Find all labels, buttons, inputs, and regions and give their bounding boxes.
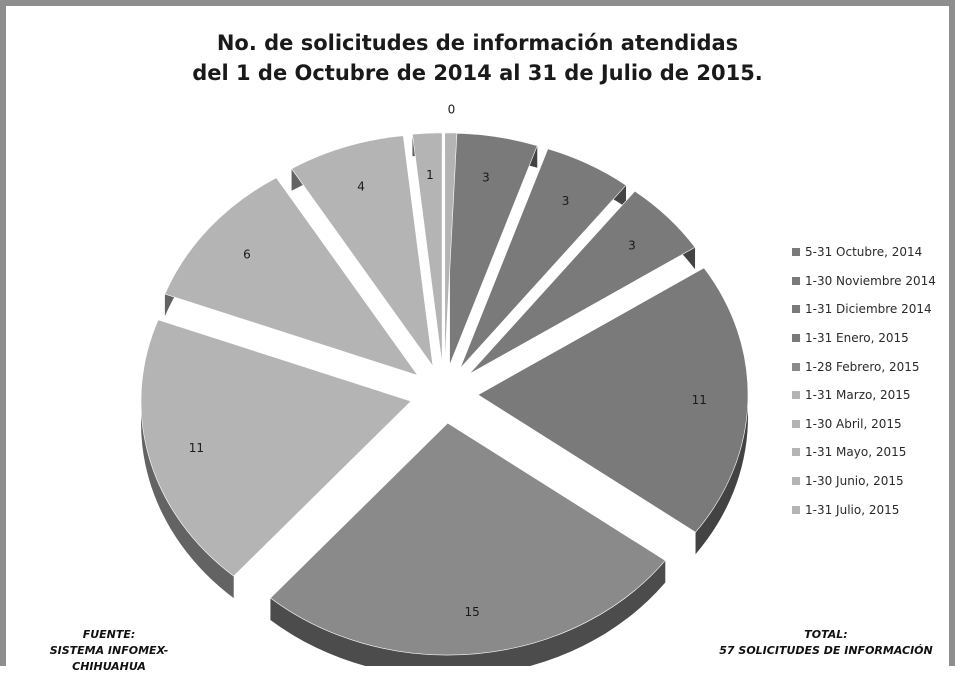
legend-swatch-3 bbox=[792, 305, 800, 314]
legend-swatch-9 bbox=[792, 477, 800, 486]
pie-data-label-4: 11 bbox=[692, 393, 707, 407]
pie-slice-3 bbox=[468, 190, 696, 375]
chart-title-line-2: del 1 de Octubre de 2014 al 31 de Julio … bbox=[192, 61, 763, 85]
legend-swatch-10 bbox=[792, 505, 800, 514]
pie-slice-4 bbox=[477, 267, 749, 533]
total-label: TOTAL: bbox=[804, 628, 848, 641]
pie-slice-6 bbox=[140, 319, 412, 577]
total-value: 57 SOLICITUDES DE INFORMACIÓN bbox=[719, 644, 933, 657]
legend-item-5: 1-28 Febrero, 2015 bbox=[792, 352, 936, 381]
pie-data-label-10: 0 bbox=[448, 103, 456, 117]
legend-item-9: 1-30 Junio, 2015 bbox=[792, 467, 936, 496]
pie-slices bbox=[140, 132, 749, 656]
legend-item-3: 1-31 Diciembre 2014 bbox=[792, 295, 936, 324]
pie-slice-7 bbox=[164, 177, 419, 376]
legend-swatch-2 bbox=[792, 276, 800, 285]
pie-data-label-1: 3 bbox=[482, 171, 490, 185]
source-label: FUENTE: bbox=[82, 628, 136, 641]
legend-item-7: 1-30 Abril, 2015 bbox=[792, 410, 936, 439]
legend-item-2: 1-30 Noviembre 2014 bbox=[792, 267, 936, 296]
legend-label-10: 1-31 Julio, 2015 bbox=[805, 502, 900, 517]
legend-swatch-4 bbox=[792, 334, 800, 343]
legend-label-7: 1-30 Abril, 2015 bbox=[805, 416, 902, 431]
source-value: SISTEMA INFOMEX-CHIHUAHUA bbox=[49, 644, 169, 673]
legend-swatch-7 bbox=[792, 419, 800, 428]
pie-slice-side-5 bbox=[270, 560, 666, 666]
pie-data-label-8: 4 bbox=[357, 179, 365, 193]
legend-label-4: 1-31 Enero, 2015 bbox=[805, 331, 909, 346]
pie-data-label-6: 11 bbox=[189, 441, 204, 455]
pie-slice-8 bbox=[291, 135, 434, 367]
chart-title-line-1: No. de solicitudes de información atendi… bbox=[216, 31, 739, 55]
pie-chart: 3 3 3 11 15 11 6 4 1 0 bbox=[140, 103, 749, 666]
pie-slice-2 bbox=[459, 148, 627, 369]
legend-label-8: 1-31 Mayo, 2015 bbox=[805, 445, 907, 460]
legend-swatch-8 bbox=[792, 448, 800, 457]
chart-legend: 5-31 Octubre, 2014 1-30 Noviembre 2014 1-3… bbox=[792, 238, 936, 524]
legend-item-1: 5-31 Octubre, 2014 bbox=[792, 238, 936, 267]
legend-item-10: 1-31 Julio, 2015 bbox=[792, 495, 936, 524]
legend-label-2: 1-30 Noviembre 2014 bbox=[805, 273, 936, 288]
legend-item-8: 1-31 Mayo, 2015 bbox=[792, 438, 936, 467]
pie-slice-9 bbox=[412, 132, 443, 365]
pie-data-label-2: 3 bbox=[562, 194, 570, 208]
pie-data-label-9: 1 bbox=[426, 168, 434, 182]
total-note: TOTAL: 57 SOLICITUDES DE INFORMACIÓN bbox=[706, 627, 946, 659]
legend-item-4: 1-31 Enero, 2015 bbox=[792, 324, 936, 353]
pie-data-label-7: 6 bbox=[243, 248, 251, 262]
legend-swatch-5 bbox=[792, 362, 800, 371]
pie-data-labels: 3 3 3 11 15 11 6 4 1 0 bbox=[189, 103, 707, 619]
legend-item-6: 1-31 Marzo, 2015 bbox=[792, 381, 936, 410]
legend-label-3: 1-31 Diciembre 2014 bbox=[805, 302, 932, 317]
legend-label-1: 5-31 Octubre, 2014 bbox=[805, 245, 923, 260]
chart-title: No. de solicitudes de información atendi… bbox=[6, 28, 949, 88]
pie-slice-10 bbox=[444, 132, 458, 365]
legend-label-6: 1-31 Marzo, 2015 bbox=[805, 388, 911, 403]
pie-data-label-3: 3 bbox=[628, 238, 636, 252]
legend-label-5: 1-28 Febrero, 2015 bbox=[805, 359, 920, 374]
legend-swatch-6 bbox=[792, 391, 800, 400]
legend-swatch-1 bbox=[792, 248, 800, 257]
legend-label-9: 1-30 Junio, 2015 bbox=[805, 474, 904, 489]
pie-slice-5 bbox=[269, 422, 666, 656]
source-note: FUENTE: SISTEMA INFOMEX-CHIHUAHUA bbox=[14, 627, 204, 675]
pie-data-label-5: 15 bbox=[464, 605, 479, 619]
